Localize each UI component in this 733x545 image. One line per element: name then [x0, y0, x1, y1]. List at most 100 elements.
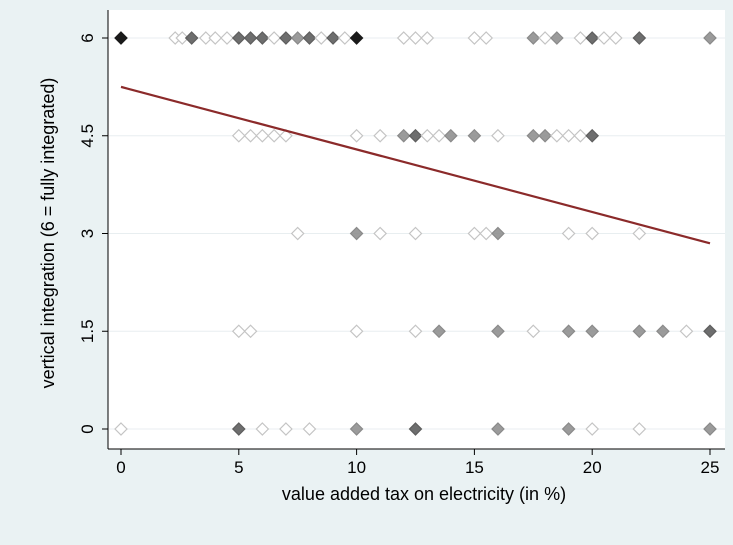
data-point-5 — [208, 31, 223, 45]
data-point-56 — [467, 226, 482, 241]
data-point-11 — [279, 31, 293, 45]
data-point-74 — [703, 324, 717, 339]
y-axis-title: vertical integration (6 = fully integrat… — [38, 78, 58, 389]
data-point-47 — [538, 128, 552, 143]
data-point-20 — [420, 31, 435, 45]
data-point-3 — [184, 31, 199, 45]
data-point-0 — [114, 31, 128, 45]
data-point-64 — [349, 324, 364, 339]
y-tick-label-1: 1.5 — [78, 319, 97, 343]
data-point-42 — [432, 128, 446, 143]
data-point-54 — [373, 226, 388, 241]
data-point-61 — [632, 226, 647, 241]
axes: 0 1.5 3 4.5 6 0 5 10 15 20 25 — [78, 10, 725, 477]
data-point-36 — [279, 128, 293, 143]
data-point-53 — [349, 226, 364, 241]
data-point-50 — [573, 128, 588, 143]
data-point-65 — [408, 324, 423, 339]
data-point-78 — [279, 422, 293, 436]
x-tick-label-0: 0 — [116, 458, 125, 477]
data-point-69 — [561, 324, 576, 339]
data-point-12 — [290, 31, 305, 45]
data-point-43 — [443, 128, 458, 143]
data-point-75 — [114, 422, 128, 436]
data-point-48 — [550, 128, 564, 143]
data-point-2 — [175, 31, 190, 45]
data-point-7 — [231, 31, 246, 45]
data-point-28 — [597, 31, 611, 45]
data-point-68 — [526, 324, 541, 339]
data-point-19 — [408, 31, 423, 45]
data-point-84 — [585, 422, 600, 436]
data-point-14 — [314, 31, 329, 45]
data-point-26 — [573, 31, 588, 45]
data-point-76 — [231, 422, 246, 436]
y-tick-label-3: 4.5 — [78, 124, 97, 148]
data-point-46 — [526, 128, 541, 143]
y-tick-label-2: 3 — [78, 229, 97, 238]
data-point-25 — [550, 31, 564, 45]
data-point-15 — [326, 31, 340, 45]
data-point-44 — [467, 128, 482, 143]
data-point-63 — [243, 324, 258, 339]
fit-line-group — [120, 85, 711, 245]
x-tick-label-5: 25 — [701, 458, 720, 477]
data-points — [114, 31, 717, 436]
data-point-4 — [198, 31, 213, 45]
data-point-49 — [561, 128, 576, 143]
x-tick-label-1: 5 — [234, 458, 243, 477]
data-point-77 — [255, 422, 270, 436]
data-point-24 — [538, 31, 552, 45]
x-tick-label-3: 15 — [465, 458, 484, 477]
data-point-6 — [220, 31, 234, 45]
data-point-45 — [491, 128, 505, 143]
data-point-10 — [267, 31, 281, 45]
data-point-35 — [267, 128, 281, 143]
data-point-18 — [396, 31, 411, 45]
x-tick-label-2: 10 — [347, 458, 366, 477]
data-point-70 — [585, 324, 600, 339]
data-point-58 — [491, 226, 505, 241]
data-point-17 — [349, 31, 364, 45]
data-point-60 — [585, 226, 600, 241]
data-point-13 — [302, 31, 317, 45]
data-point-29 — [608, 31, 623, 45]
data-point-40 — [408, 128, 423, 143]
data-point-66 — [432, 324, 446, 339]
data-point-59 — [561, 226, 576, 241]
data-point-16 — [337, 31, 352, 45]
data-point-9 — [255, 31, 270, 45]
data-point-52 — [290, 226, 305, 241]
data-point-55 — [408, 226, 423, 241]
data-point-86 — [703, 422, 717, 436]
data-point-62 — [231, 324, 246, 339]
y-tick-label-0: 0 — [78, 424, 97, 433]
data-point-23 — [526, 31, 541, 45]
data-point-67 — [491, 324, 505, 339]
data-point-32 — [231, 128, 246, 143]
data-point-83 — [561, 422, 576, 436]
data-point-51 — [585, 128, 600, 143]
data-point-57 — [479, 226, 494, 241]
data-point-81 — [408, 422, 423, 436]
data-point-71 — [632, 324, 647, 339]
data-point-30 — [632, 31, 647, 45]
x-tick-label-4: 20 — [583, 458, 602, 477]
data-point-72 — [656, 324, 670, 339]
data-point-27 — [585, 31, 600, 45]
fitted-regression-line — [120, 85, 711, 245]
data-point-79 — [302, 422, 317, 436]
data-point-21 — [467, 31, 482, 45]
data-point-73 — [679, 324, 694, 339]
data-point-39 — [396, 128, 411, 143]
data-point-34 — [255, 128, 270, 143]
data-point-31 — [703, 31, 717, 45]
data-point-41 — [420, 128, 435, 143]
data-point-37 — [349, 128, 364, 143]
y-tick-label-4: 6 — [78, 33, 97, 42]
data-point-8 — [243, 31, 258, 45]
x-axis-title: value added tax on electricity (in %) — [282, 484, 566, 504]
data-point-85 — [632, 422, 647, 436]
